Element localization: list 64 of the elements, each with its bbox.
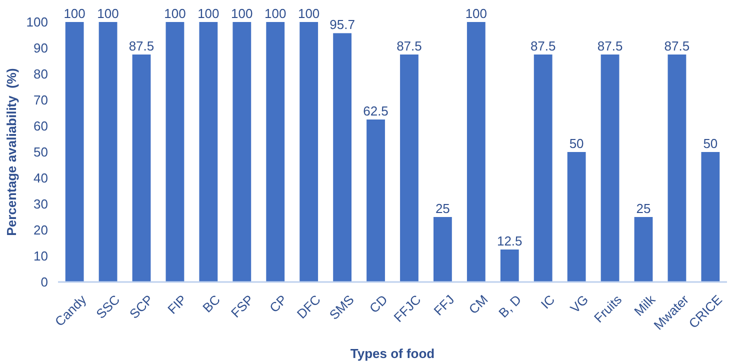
data-label: 100 (64, 6, 86, 21)
data-label: 100 (198, 6, 220, 21)
data-label: 50 (703, 136, 718, 151)
y-tick-label: 90 (34, 40, 48, 56)
bar (600, 54, 620, 282)
bar (65, 22, 84, 282)
bar (266, 22, 285, 282)
bar (634, 217, 653, 282)
data-label: 100 (164, 6, 186, 21)
data-label: 87.5 (597, 38, 623, 54)
bar (132, 54, 151, 282)
bar (701, 152, 720, 282)
bar (232, 22, 252, 282)
x-tick-label: CM (466, 292, 491, 317)
x-tick-label: CP (266, 292, 290, 316)
y-tick-label: 60 (34, 118, 48, 134)
bar (300, 22, 318, 282)
data-label: 100 (465, 6, 488, 21)
x-axis-title: Types of food (350, 346, 435, 361)
y-tick-label: 80 (34, 66, 48, 82)
y-tick-label: 50 (34, 144, 48, 160)
bar (534, 54, 552, 282)
bar (567, 152, 586, 282)
y-axis-title: Percentage avaliability (%) (4, 68, 19, 236)
data-label: 25 (636, 201, 651, 216)
bar (98, 22, 118, 282)
bar (466, 22, 486, 282)
x-tick-label: Milk (631, 292, 658, 319)
data-label: 87.5 (128, 38, 154, 54)
x-tick-label: FSP (228, 292, 256, 320)
data-label: 100 (298, 6, 320, 21)
x-tick-label: BC (200, 292, 223, 316)
data-label: 87.5 (664, 38, 690, 54)
bar (166, 22, 184, 282)
bar (433, 217, 452, 282)
data-label: 87.5 (530, 38, 556, 54)
y-tick-label: 0 (40, 274, 48, 290)
y-tick-label: 30 (34, 196, 48, 212)
data-label: 50 (569, 136, 584, 151)
data-label: 12.5 (496, 234, 522, 248)
data-label: 100 (231, 6, 253, 21)
data-label: 95.7 (330, 17, 355, 32)
data-label: 25 (435, 201, 450, 216)
y-tick-label: 70 (34, 92, 48, 108)
bar (668, 54, 686, 282)
data-label: 62.5 (363, 104, 388, 118)
x-tick-label: VG (567, 292, 592, 316)
x-tick-label: FFJ (430, 292, 458, 318)
x-tick-label: CD (366, 292, 390, 316)
bar (400, 54, 418, 282)
x-tick-label: FIP (164, 292, 190, 317)
y-tick-label: 40 (34, 170, 48, 186)
data-label: 100 (97, 6, 119, 21)
bar (366, 120, 385, 282)
data-label: 87.5 (396, 38, 422, 54)
x-tick-label: B, D (496, 292, 524, 320)
data-label: 100 (264, 6, 286, 21)
bar (500, 250, 519, 282)
y-tick-label: 20 (34, 222, 48, 238)
bar (199, 22, 218, 282)
x-tick-label: IC (538, 292, 558, 312)
y-tick-label: 10 (34, 248, 48, 264)
y-tick-label: 100 (26, 14, 48, 30)
bar (333, 33, 352, 282)
